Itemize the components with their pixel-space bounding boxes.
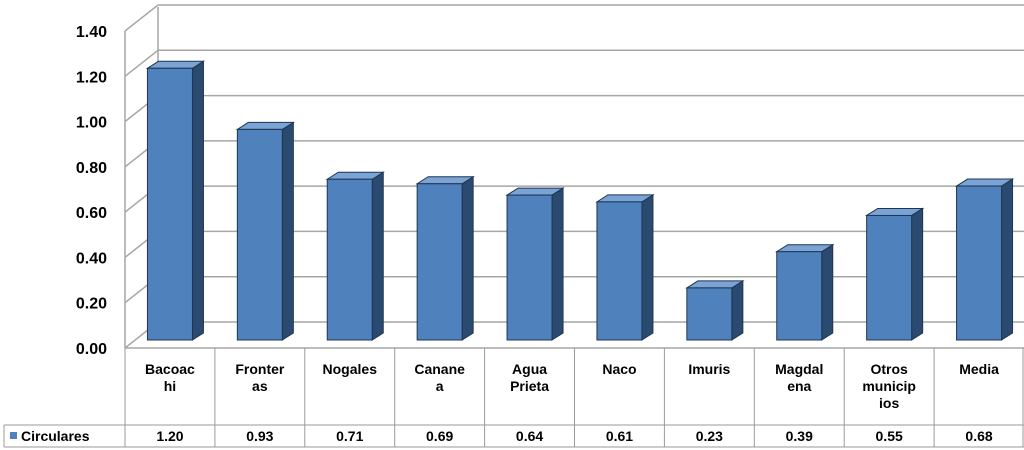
bar-side bbox=[911, 207, 924, 341]
bar bbox=[505, 187, 565, 341]
value-label: 0.55 bbox=[876, 428, 903, 444]
bars bbox=[145, 60, 1015, 341]
bar-front bbox=[236, 128, 283, 341]
category-label: Naco bbox=[602, 361, 636, 377]
bar-side bbox=[821, 243, 834, 341]
bar-side bbox=[371, 171, 384, 341]
bar-side bbox=[731, 280, 744, 341]
bar-front bbox=[866, 214, 913, 341]
bar-side bbox=[1001, 178, 1014, 341]
bar-front bbox=[596, 201, 643, 341]
gridline-side bbox=[124, 49, 159, 77]
y-tick-label: 0.00 bbox=[76, 341, 107, 358]
bar-side bbox=[281, 121, 294, 341]
bar-front bbox=[146, 67, 193, 341]
y-tick-label: 1.40 bbox=[76, 24, 107, 41]
value-label: 1.20 bbox=[156, 428, 183, 444]
value-label: 0.64 bbox=[516, 428, 543, 444]
bar-side bbox=[641, 193, 654, 341]
value-label: 0.61 bbox=[606, 428, 633, 444]
data-table: Bacoac hi Fronter as Nogales Canane a Agua Priet… bbox=[3, 348, 1024, 448]
legend-swatch bbox=[10, 432, 17, 439]
category-label: Media bbox=[959, 361, 999, 377]
bar-side bbox=[191, 60, 204, 341]
category-label: Fronter as bbox=[235, 361, 285, 394]
y-axis-ticks: 0.00 0.20 0.40 0.60 0.80 1.00 1.20 1.40 bbox=[76, 24, 107, 358]
value-label: 0.93 bbox=[246, 428, 273, 444]
category-label: Otros municip ios bbox=[862, 361, 916, 411]
category-label: Bacoac hi bbox=[145, 361, 195, 394]
y-tick-label: 0.40 bbox=[76, 250, 107, 267]
value-label: 0.71 bbox=[336, 428, 363, 444]
legend-series-name: Circulares bbox=[21, 428, 90, 444]
category-label: Canane a bbox=[414, 361, 465, 394]
y-tick-label: 1.00 bbox=[76, 115, 107, 132]
y-tick-label: 1.20 bbox=[76, 69, 107, 86]
category-label: Agua Prieta bbox=[510, 361, 549, 394]
category-label: Magdal ena bbox=[775, 361, 823, 394]
bar-front bbox=[416, 183, 463, 341]
bar bbox=[235, 121, 296, 341]
bar bbox=[415, 175, 475, 341]
value-label: 0.69 bbox=[426, 428, 453, 444]
bar-side bbox=[551, 187, 564, 341]
category-label: Nogales bbox=[323, 361, 378, 377]
bar-front bbox=[686, 287, 733, 341]
bar bbox=[325, 171, 385, 341]
bar-front bbox=[326, 178, 373, 341]
y-tick-label: 0.80 bbox=[76, 160, 107, 177]
bar-front bbox=[776, 251, 823, 341]
y-tick-label: 0.60 bbox=[76, 205, 107, 222]
bar bbox=[954, 178, 1015, 341]
bar-front bbox=[506, 194, 553, 341]
gridline-side bbox=[124, 4, 159, 32]
value-label: 0.23 bbox=[696, 428, 723, 444]
gridlines bbox=[124, 4, 1024, 349]
bar bbox=[775, 243, 835, 341]
bar bbox=[685, 280, 745, 341]
bar-front bbox=[956, 185, 1003, 341]
y-tick-label: 0.20 bbox=[76, 296, 107, 313]
value-label: 0.39 bbox=[786, 428, 813, 444]
value-label: 0.68 bbox=[965, 428, 992, 444]
bar bbox=[595, 193, 655, 341]
bar-side bbox=[461, 175, 474, 341]
bar bbox=[145, 60, 206, 341]
bar bbox=[864, 207, 925, 341]
category-label: Imuris bbox=[688, 361, 730, 377]
